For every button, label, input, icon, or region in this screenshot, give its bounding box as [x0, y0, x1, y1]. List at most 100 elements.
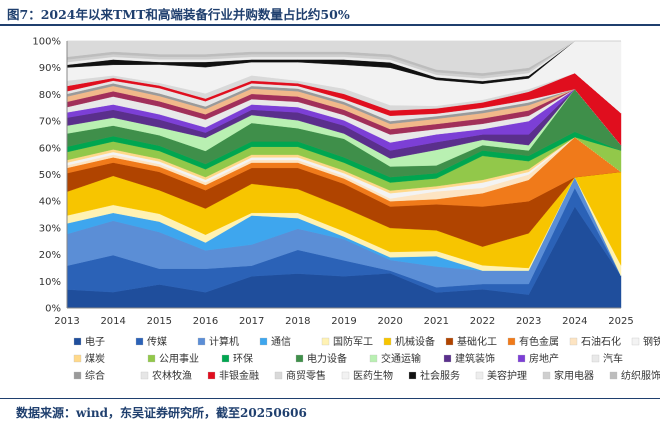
legend-swatch: [321, 337, 330, 346]
legend-swatch: [443, 354, 452, 363]
legend-label: 公用事业: [159, 352, 199, 365]
x-tick-label: 2021: [424, 316, 449, 327]
legend-label: 房地产: [529, 352, 559, 365]
legend-swatch: [542, 371, 551, 380]
legend-swatch: [517, 354, 526, 363]
legend-swatch: [295, 354, 304, 363]
legend-label: 电子: [85, 335, 105, 348]
legend-swatch: [475, 371, 484, 380]
legend-item: 机械设备: [383, 335, 435, 348]
legend-label: 通信: [271, 336, 291, 348]
legend-label: 社会服务: [420, 369, 460, 382]
legend-label: 传媒: [147, 336, 167, 348]
legend-item: 传媒: [135, 336, 167, 348]
legend-label: 农林牧渔: [152, 369, 192, 382]
legend-item: 公用事业: [147, 352, 199, 365]
legend-swatch: [221, 354, 230, 363]
title-divider: [0, 24, 660, 26]
y-tick-label: 60%: [39, 143, 61, 154]
legend-item: 医药生物: [341, 369, 393, 382]
x-tick-label: 2016: [193, 316, 218, 327]
legend-item: 钢铁: [631, 335, 660, 348]
x-tick-label: 2014: [100, 316, 125, 327]
legend-item: 综合: [73, 369, 105, 382]
legend-item: 建筑装饰: [443, 352, 495, 365]
legend-swatch: [631, 337, 640, 346]
x-tick-label: 2019: [331, 316, 356, 327]
legend-swatch: [591, 354, 600, 363]
legend-label: 有色金属: [519, 335, 559, 348]
x-tick-label: 2020: [377, 316, 402, 327]
legend-item: 基础化工: [445, 335, 497, 348]
legend-swatch: [135, 337, 144, 346]
source-note: 数据来源：wind，东吴证券研究所，截至20250606: [16, 406, 307, 420]
legend-item: 电力设备: [295, 352, 347, 365]
legend-label: 计算机: [209, 335, 239, 348]
y-tick-label: 90%: [39, 63, 61, 74]
legend-label: 环保: [233, 352, 253, 365]
legend-label: 商贸零售: [286, 369, 326, 382]
x-tick-label: 2024: [562, 316, 587, 327]
legend-label: 纺织服饰: [621, 369, 660, 382]
legend-swatch: [408, 371, 417, 380]
x-tick-label: 2013: [54, 316, 79, 327]
legend-item: 电子: [73, 335, 105, 348]
y-tick-label: 0%: [45, 304, 61, 315]
legend-item: 非银金融: [207, 369, 259, 382]
legend-item: 汽车: [591, 352, 623, 365]
legend-swatch: [569, 337, 578, 346]
legend-item: 计算机: [197, 335, 239, 348]
y-tick-label: 20%: [39, 250, 61, 261]
legend-label: 电力设备: [307, 352, 347, 365]
legend-label: 钢铁: [643, 335, 660, 348]
x-tick-label: 2017: [239, 316, 264, 327]
legend-item: 环保: [221, 352, 253, 365]
legend-swatch: [73, 371, 82, 380]
x-tick-label: 2015: [147, 316, 172, 327]
legend-label: 汽车: [603, 352, 623, 365]
legend-item: 交通运输: [369, 352, 421, 365]
legend-item: 纺织服饰: [609, 369, 660, 382]
legend-item: 美容护理: [475, 369, 527, 382]
legend-swatch: [140, 371, 149, 380]
legend-swatch: [609, 371, 618, 380]
legend-label: 机械设备: [395, 335, 435, 348]
source-divider: [0, 398, 660, 399]
legend-item: 家用电器: [542, 369, 594, 382]
legend-swatch: [259, 337, 268, 346]
y-tick-label: 80%: [39, 90, 61, 101]
axes: [66, 41, 621, 309]
legend-swatch: [147, 354, 156, 363]
x-tick-label: 2023: [516, 316, 541, 327]
legend-swatch: [341, 371, 350, 380]
legend-swatch: [445, 337, 454, 346]
legend-item: 国防军工: [321, 335, 373, 348]
legend-label: 石油石化: [581, 335, 621, 348]
legend-label: 医药生物: [353, 369, 393, 382]
legend-swatch: [73, 337, 82, 346]
legend-item: 农林牧渔: [140, 369, 192, 382]
stacked-area-chart: 0% 10% 20% 30% 40% 50% 60% 70% 80% 90% 100% 2013 201…: [32, 37, 660, 383]
y-tick-label: 30%: [39, 223, 61, 234]
y-tick-label: 50%: [39, 170, 61, 181]
legend-label: 交通运输: [381, 352, 421, 365]
legend-swatch: [274, 371, 283, 380]
legend-swatch: [73, 354, 82, 363]
legend-swatch: [369, 354, 378, 363]
area-食品饮料: [66, 40, 621, 74]
legend-label: 国防军工: [333, 335, 373, 348]
legend-label: 综合: [85, 369, 105, 382]
legend-item: 石油石化: [569, 335, 621, 348]
tick-labels: 0% 10% 20% 30% 40% 50% 60% 70% 80% 90% 100% 2013 201…: [32, 37, 633, 328]
x-tick-label: 2018: [285, 316, 310, 327]
legend-swatch: [197, 337, 206, 346]
y-tick-label: 100%: [32, 37, 61, 48]
chart-title: 图7：2024年以来TMT和高端装备行业并购数量占比约50%: [7, 7, 350, 22]
legend-item: 煤炭: [73, 352, 105, 365]
legend-label: 美容护理: [487, 369, 527, 382]
x-tick-label: 2025: [608, 316, 633, 327]
x-tick-label: 2022: [470, 316, 495, 327]
legend-label: 建筑装饰: [455, 352, 495, 365]
legend-label: 煤炭: [85, 352, 105, 365]
